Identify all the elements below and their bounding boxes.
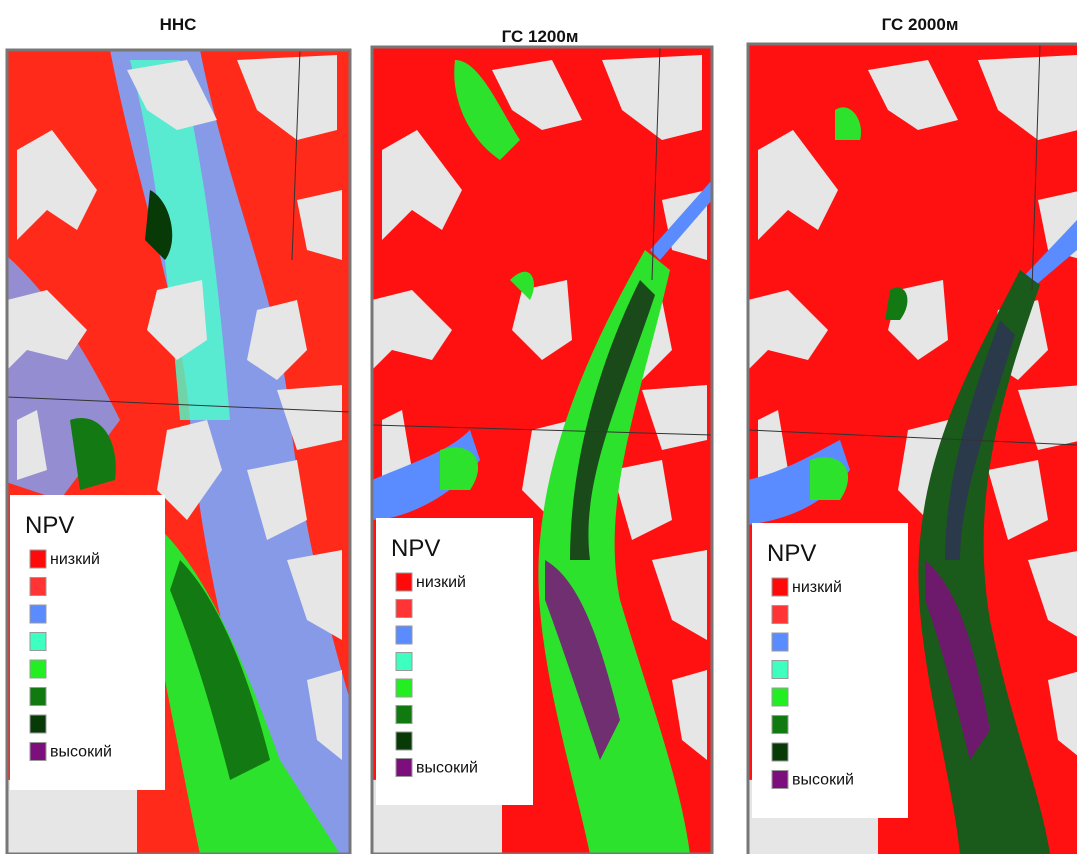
legend-swatch xyxy=(395,705,413,724)
frame xyxy=(746,42,1077,854)
frame xyxy=(5,48,352,854)
legend-swatch xyxy=(29,742,47,761)
legend-title: NPV xyxy=(767,540,816,567)
legend-label: низкий xyxy=(416,574,466,591)
legend-swatch xyxy=(29,604,47,624)
legend-swatch xyxy=(771,632,789,652)
legend-title: NPV xyxy=(25,512,74,539)
legends: NPV низкий высокий NPV низкий высокий NPV низки… xyxy=(10,495,908,818)
legend-swatch xyxy=(29,577,47,596)
legend-swatch xyxy=(771,577,789,597)
legend-swatch xyxy=(771,742,789,762)
legend-swatch xyxy=(29,687,47,706)
legend-label: высокий xyxy=(416,760,478,777)
panel-title: ГС 2000м xyxy=(882,15,959,34)
legend-label: высокий xyxy=(792,772,854,789)
legend-title: NPV xyxy=(391,535,440,562)
legend-swatch xyxy=(29,632,47,651)
legend-swatch xyxy=(771,715,789,734)
legend-swatch xyxy=(771,660,789,679)
legend-label: низкий xyxy=(50,551,100,568)
legend-swatch xyxy=(395,758,413,777)
legend-swatch xyxy=(29,714,47,734)
legend-swatch xyxy=(395,678,413,698)
frame xyxy=(370,45,714,854)
panel-title: ГС 1200м xyxy=(502,27,579,46)
legend-swatch xyxy=(395,572,413,592)
legend-swatch xyxy=(771,605,789,624)
legend-swatch xyxy=(29,659,47,679)
panel-title: ННС xyxy=(160,15,197,34)
legend-swatch xyxy=(395,599,413,618)
legend-label: высокий xyxy=(50,744,112,761)
legend-swatch xyxy=(395,652,413,671)
legend-swatch xyxy=(395,625,413,645)
legend-swatch xyxy=(771,770,789,789)
legend-swatch xyxy=(771,687,789,707)
legend-swatch xyxy=(29,549,47,569)
legend-swatch xyxy=(395,731,413,751)
legend-label: низкий xyxy=(792,579,842,596)
